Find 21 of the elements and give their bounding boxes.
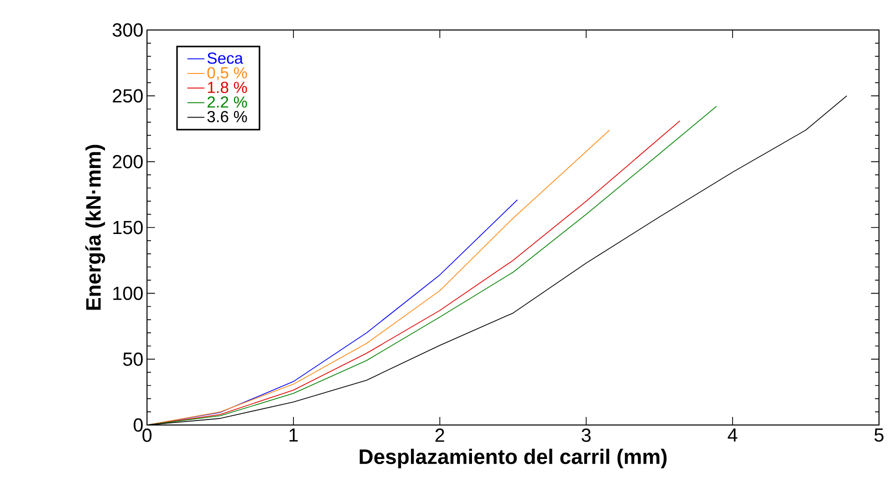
line-series	[147, 130, 610, 425]
y-axis-title: Energía (kN·mm)	[85, 144, 106, 310]
y-tick-label: 250	[112, 89, 143, 103]
legend-label: 3.6 %	[207, 110, 247, 122]
legend-label: 2.2 %	[208, 96, 247, 108]
x-axis-title: Desplazamiento del carril (mm)	[360, 448, 667, 468]
y-tick-label: 100	[113, 286, 143, 300]
legend-label: 0,5 %	[207, 67, 247, 80]
x-tick-label: 3	[582, 428, 591, 442]
y-tick-label: 0	[134, 418, 143, 432]
y-tick-label: 200	[112, 154, 143, 168]
y-tick-label: 300	[112, 23, 143, 37]
y-tick-label: 50	[123, 352, 143, 366]
y-tick-label: 150	[113, 220, 143, 234]
legend-label: 1.8 %	[208, 82, 247, 94]
x-tick-label: 0	[142, 428, 152, 442]
legend-label: Seca	[208, 52, 244, 64]
x-tick-label: 4	[728, 428, 738, 442]
x-tick-label: 5	[874, 428, 884, 442]
x-tick-label: 2	[435, 428, 444, 442]
x-tick-label: 1	[290, 428, 298, 442]
